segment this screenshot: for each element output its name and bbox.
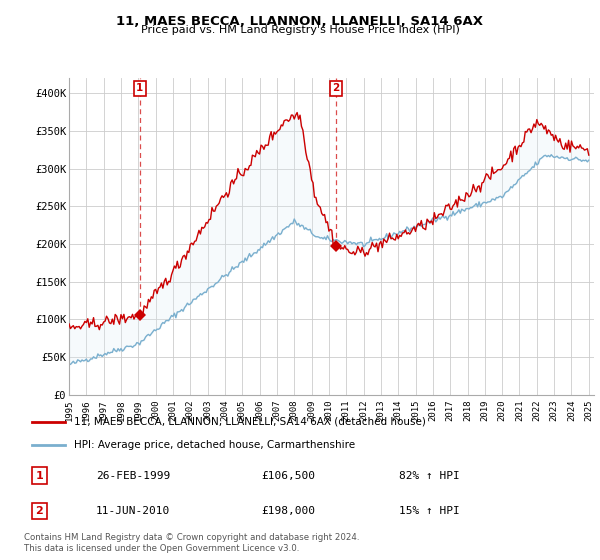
Text: 2: 2: [35, 506, 43, 516]
Text: 2: 2: [332, 83, 340, 93]
Text: Price paid vs. HM Land Registry's House Price Index (HPI): Price paid vs. HM Land Registry's House …: [140, 25, 460, 35]
Text: HPI: Average price, detached house, Carmarthenshire: HPI: Average price, detached house, Carm…: [74, 440, 355, 450]
Text: 15% ↑ HPI: 15% ↑ HPI: [400, 506, 460, 516]
Text: 11-JUN-2010: 11-JUN-2010: [96, 506, 170, 516]
Text: 26-FEB-1999: 26-FEB-1999: [96, 471, 170, 480]
Text: 82% ↑ HPI: 82% ↑ HPI: [400, 471, 460, 480]
Text: 11, MAES BECCA, LLANNON, LLANELLI, SA14 6AX: 11, MAES BECCA, LLANNON, LLANELLI, SA14 …: [116, 15, 484, 27]
Text: £198,000: £198,000: [262, 506, 316, 516]
Text: 11, MAES BECCA, LLANNON, LLANELLI, SA14 6AX (detached house): 11, MAES BECCA, LLANNON, LLANELLI, SA14 …: [74, 417, 425, 427]
Text: 1: 1: [136, 83, 143, 93]
Text: Contains HM Land Registry data © Crown copyright and database right 2024.
This d: Contains HM Land Registry data © Crown c…: [24, 533, 359, 553]
Text: 1: 1: [35, 471, 43, 480]
Text: £106,500: £106,500: [262, 471, 316, 480]
